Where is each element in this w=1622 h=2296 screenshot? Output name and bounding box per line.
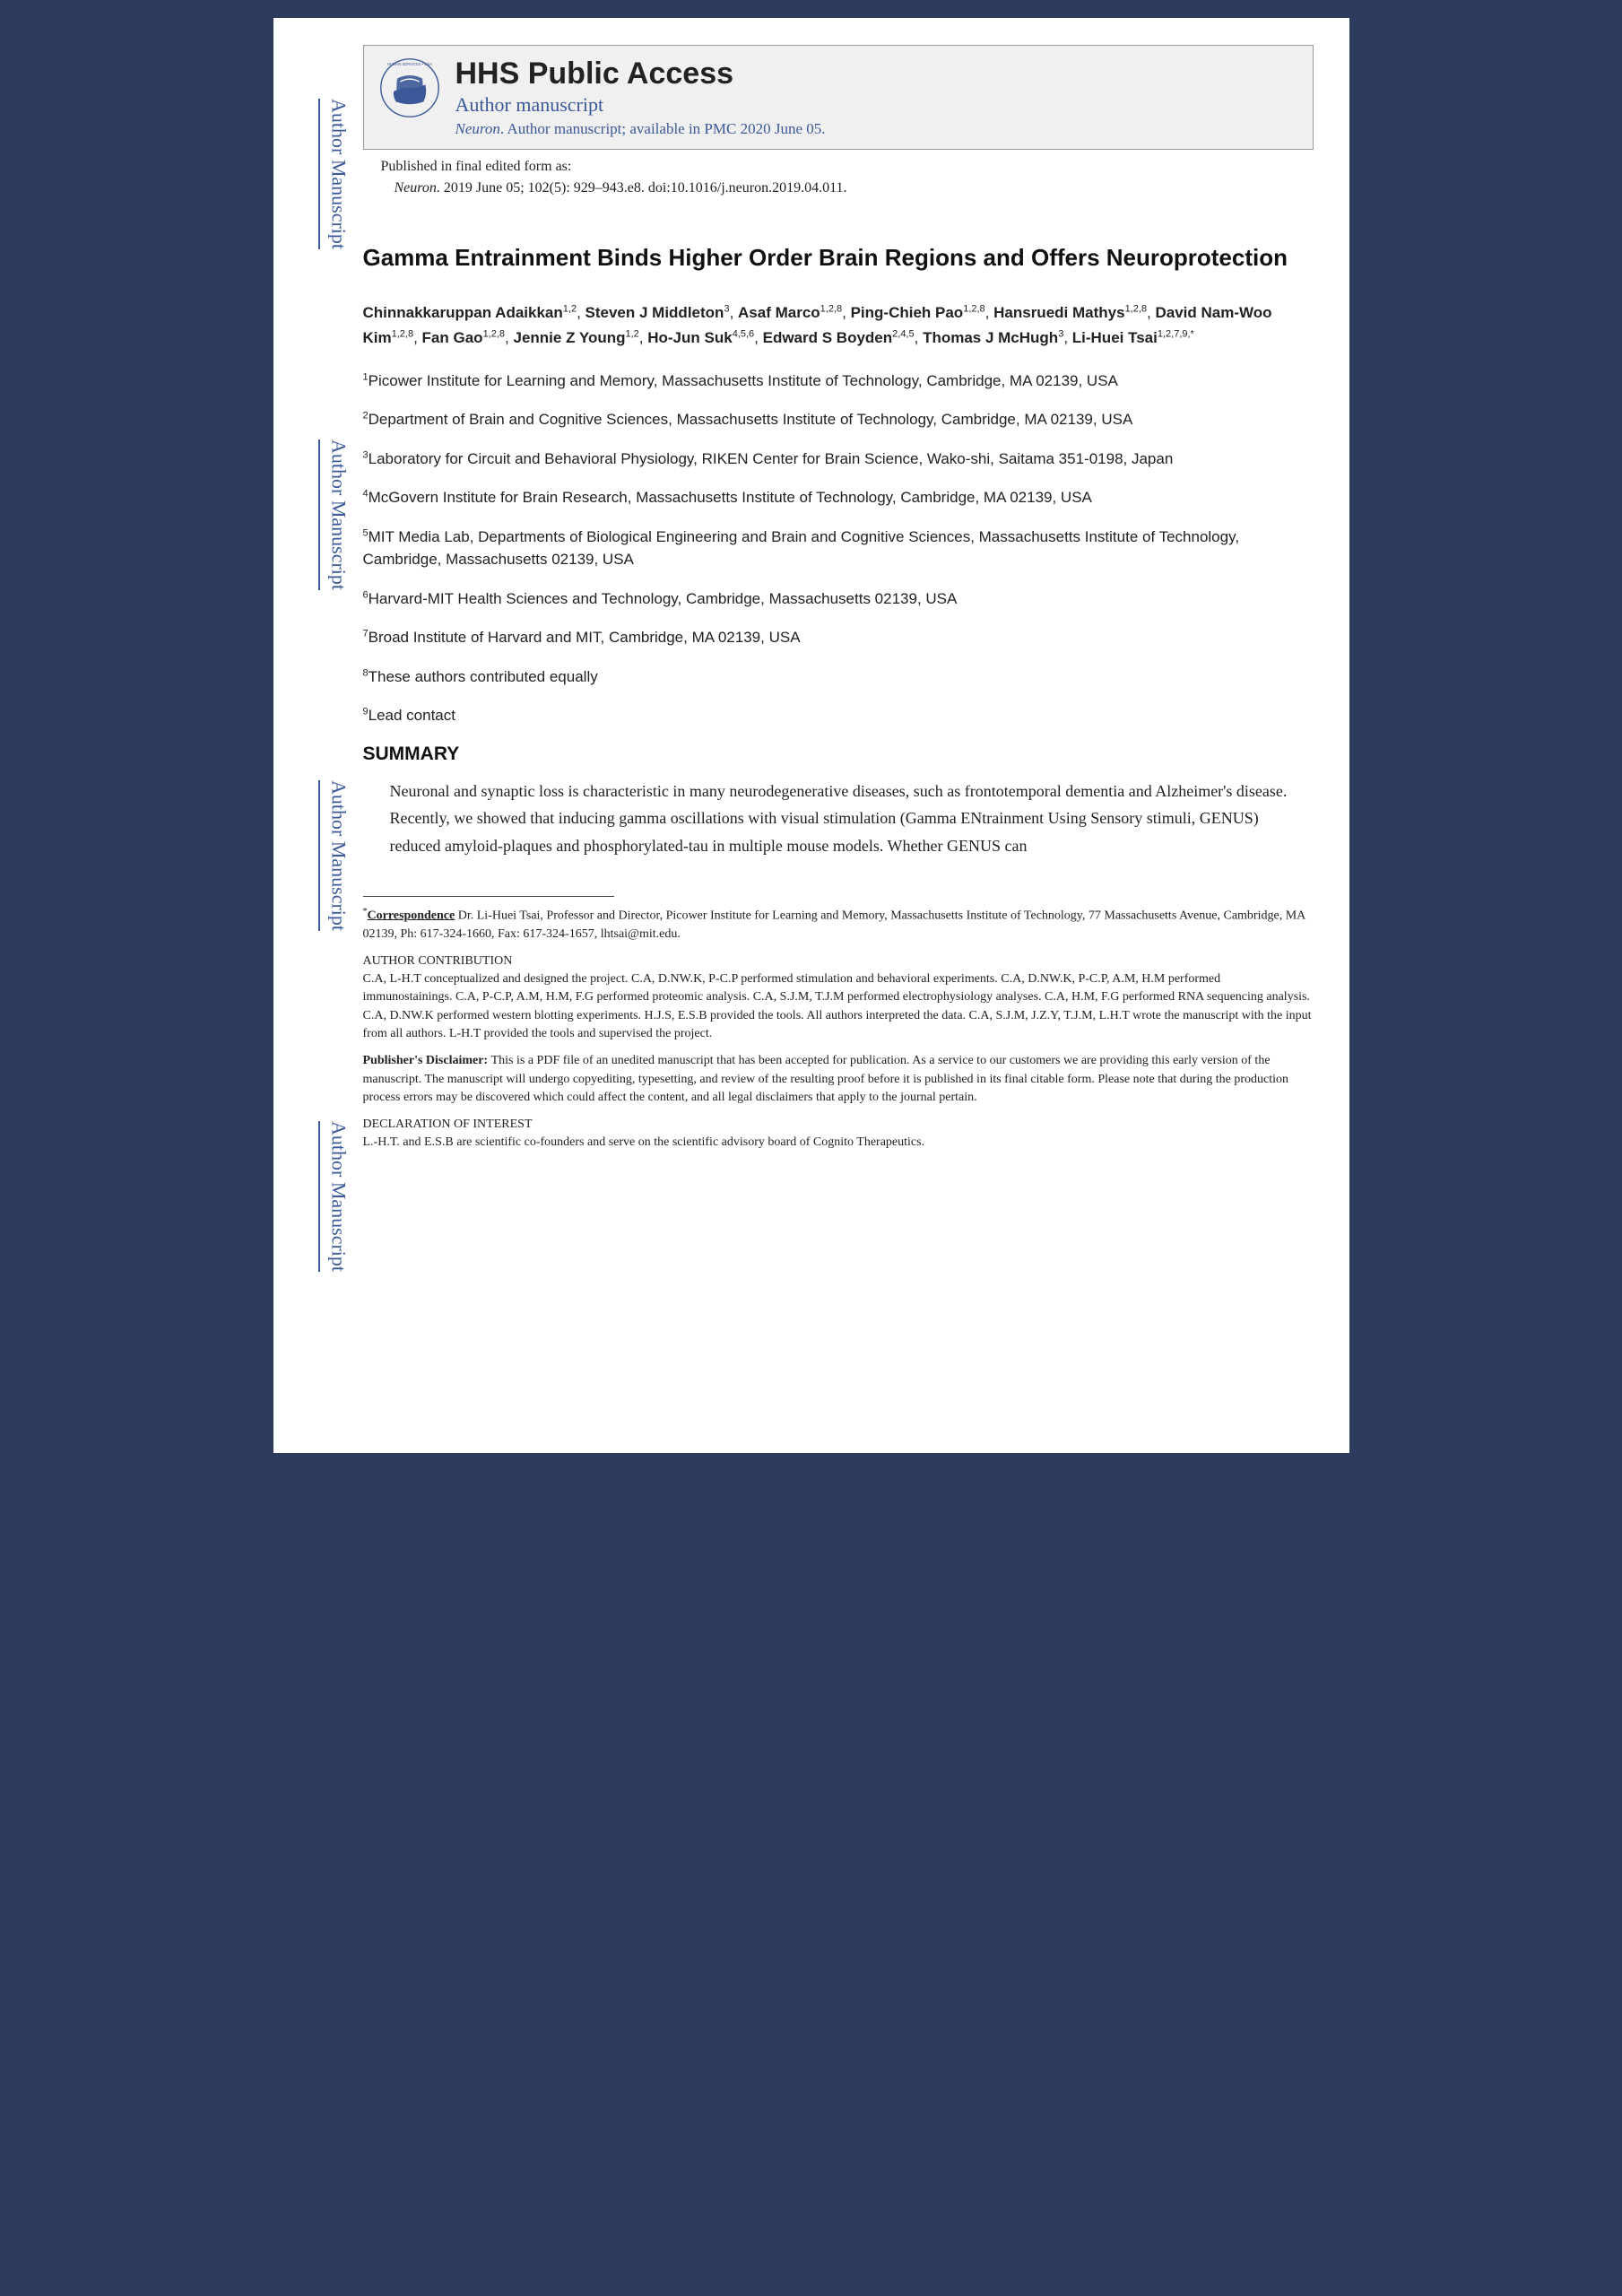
affiliation: 8These authors contributed equally (363, 665, 1314, 689)
manuscript-page: Author Manuscript Author Manuscript Auth… (273, 18, 1349, 1453)
affiliation: 5MIT Media Lab, Departments of Biologica… (363, 526, 1314, 571)
watermark-2: Author Manuscript (318, 439, 351, 590)
declaration-footnote: DECLARATION OF INTEREST L.-H.T. and E.S.… (363, 1116, 1314, 1152)
affiliation: 2Department of Brain and Cognitive Scien… (363, 408, 1314, 431)
correspondence-footnote: *Correspondence Dr. Li-Huei Tsai, Profes… (363, 906, 1314, 944)
affiliation: 9Lead contact (363, 704, 1314, 727)
affiliation: 4McGovern Institute for Brain Research, … (363, 486, 1314, 509)
svg-text:HUMAN SERVICES • USA: HUMAN SERVICES • USA (386, 62, 431, 66)
watermark-4: Author Manuscript (318, 1121, 351, 1272)
watermark-3: Author Manuscript (318, 780, 351, 931)
author-contribution-footnote: AUTHOR CONTRIBUTION C.A, L-H.T conceptua… (363, 952, 1314, 1043)
header-subtitle: Author manuscript (455, 93, 1298, 117)
affiliations-list: 1Picower Institute for Learning and Memo… (363, 370, 1314, 727)
publisher-disclaimer-footnote: Publisher's Disclaimer: This is a PDF fi… (363, 1052, 1314, 1107)
hhs-title: HHS Public Access (455, 57, 1298, 91)
summary-heading: SUMMARY (363, 744, 1314, 765)
hhs-header: HUMAN SERVICES • USA HHS Public Access A… (363, 45, 1314, 150)
citation: Neuron. 2019 June 05; 102(5): 929–943.e8… (395, 180, 1314, 196)
header-journal: Neuron. Author manuscript; available in … (455, 120, 1298, 138)
watermark-1: Author Manuscript (318, 99, 351, 249)
article-title: Gamma Entrainment Binds Higher Order Bra… (363, 241, 1314, 274)
affiliation: 7Broad Institute of Harvard and MIT, Cam… (363, 626, 1314, 649)
authors-list: Chinnakkaruppan Adaikkan1,2, Steven J Mi… (363, 300, 1314, 349)
hhs-logo-icon: HUMAN SERVICES • USA (378, 57, 441, 119)
footnote-separator (363, 896, 614, 897)
affiliation: 6Harvard-MIT Health Sciences and Technol… (363, 587, 1314, 611)
summary-text: Neuronal and synaptic loss is characteri… (390, 778, 1314, 860)
affiliation: 3Laboratory for Circuit and Behavioral P… (363, 448, 1314, 471)
affiliation: 1Picower Institute for Learning and Memo… (363, 370, 1314, 393)
published-info: Published in final edited form as: (381, 159, 1314, 175)
